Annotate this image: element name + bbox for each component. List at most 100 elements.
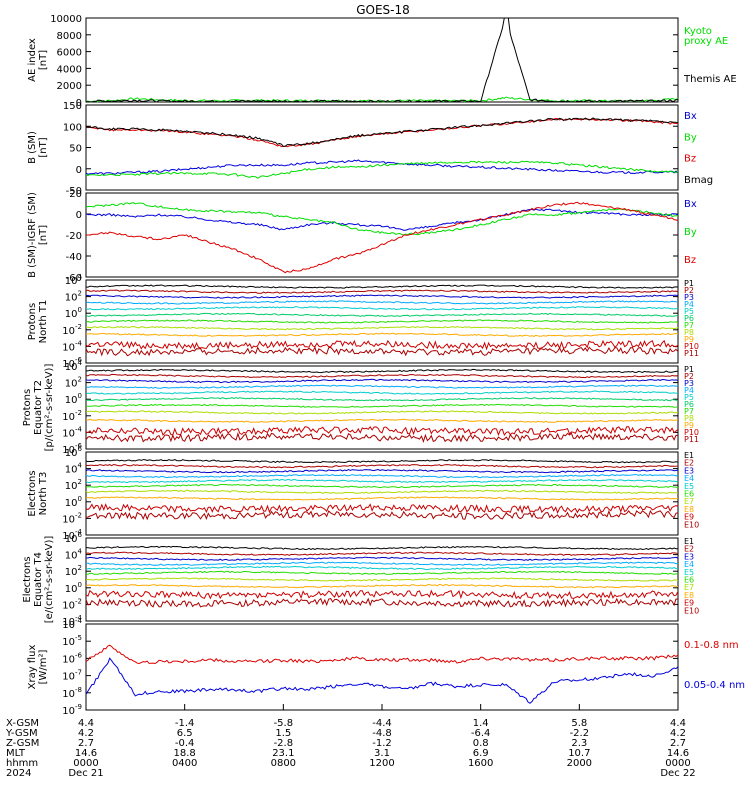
y-tick-label-bigrf: -20 (66, 231, 82, 242)
series-line-pn-p8 (85, 326, 679, 331)
y-tick-label-pn: 10-2 (62, 323, 82, 337)
series-line-ee-e7 (85, 577, 679, 582)
series-line-ee-e1 (85, 545, 678, 551)
series-line-pe-p9 (85, 418, 679, 423)
y-axis-label-en: North T3 (38, 472, 49, 516)
legend-label-pn: P10 (684, 342, 699, 351)
footer-value: 3.1 (374, 748, 390, 759)
series-line-pe-p4 (86, 384, 679, 389)
legend-label-ee: E1 (684, 537, 694, 546)
series-line-pe-p6 (85, 397, 678, 402)
y-axis-label-bsm: B (SM) (27, 131, 38, 164)
legend-label-pe: P3 (684, 379, 694, 388)
legend-label-pe: P4 (684, 386, 694, 395)
footer-value: 23.1 (272, 748, 294, 759)
y-tick-label-ee: 106 (65, 531, 83, 545)
y-axis-label-xray: Xray flux (27, 645, 38, 690)
series-line-pe-p3 (85, 378, 679, 384)
legend-label-bsm: Bmag (684, 175, 713, 186)
series-line-bigrf-bz (86, 201, 679, 274)
legend-label-ee: E6 (684, 576, 694, 585)
footer-value: 2.3 (571, 738, 587, 749)
y-axis-label-pe: [p/(cm²-s-sr-keV)] (44, 364, 55, 452)
legend-label-bsm: Bz (684, 154, 696, 165)
series-line-pn-p7 (85, 319, 679, 324)
y-tick-label-bigrf: -40 (66, 252, 82, 263)
footer-value: 18.8 (174, 748, 196, 759)
y-axis-label-pn: Protons (27, 303, 38, 340)
legend-label-pn: P7 (684, 321, 694, 330)
legend-label-en: E4 (684, 474, 694, 483)
legend-label-pe: P8 (684, 414, 694, 423)
series-line-pn-p2 (85, 289, 679, 294)
footer-value: -2.2 (570, 728, 590, 739)
footer-value: 1200 (369, 758, 394, 769)
legend-label-pe: P2 (684, 372, 694, 381)
footer-row-label: 2024 (6, 768, 31, 779)
footer-value: 6.5 (177, 728, 193, 739)
y-tick-label-ee: 102 (65, 564, 82, 578)
footer-value: 0000 (665, 758, 690, 769)
legend-label-ee: E7 (684, 583, 694, 592)
y-tick-label-bsm: 100 (63, 122, 82, 133)
y-tick-label-ee: 100 (65, 581, 82, 595)
chart-title: GOES-18 (356, 3, 410, 17)
legend-label-pe: P5 (684, 393, 694, 402)
footer-value: Dec 22 (660, 768, 695, 779)
legend-label-pn: P4 (684, 300, 694, 309)
series-line-pe-p11 (85, 432, 679, 444)
y-tick-label-pe: 10-4 (62, 425, 82, 439)
series-line-pn-p4 (85, 300, 679, 305)
y-tick-label-pn: 10-4 (62, 339, 82, 353)
series-line-pn-p5 (85, 306, 679, 311)
series-line-pn-p6 (85, 312, 679, 317)
series-line-en-e10 (85, 509, 679, 521)
series-line-en-e8 (85, 496, 679, 501)
series-line-pe-p2 (85, 373, 679, 379)
y-tick-label-bsm: 50 (69, 144, 82, 155)
legend-label-pn: P11 (684, 349, 699, 358)
series-line-en-e1 (85, 459, 679, 464)
y-tick-label-en: 106 (65, 445, 83, 459)
footer-value: -1.2 (372, 738, 392, 749)
legend-label-ee: E4 (684, 560, 694, 569)
footer-value: -5.8 (274, 718, 294, 729)
series-line-xray-0-05-0-4-nm (85, 657, 679, 704)
series-line-ae-themis-ae (85, 17, 679, 103)
series-line-pn-p3 (85, 294, 679, 299)
y-axis-label-pn: North T1 (38, 300, 49, 344)
y-tick-label-pn: 102 (65, 290, 82, 304)
y-tick-label-xray: 10-8 (62, 686, 82, 700)
footer-value: 1.5 (275, 728, 291, 739)
legend-label-ee: E5 (684, 568, 694, 577)
legend-label-ae: Kyoto (684, 26, 712, 37)
y-axis-label-ae: [nT] (38, 50, 49, 70)
y-tick-label-bsm: -50 (66, 186, 82, 197)
y-tick-label-en: 100 (65, 495, 82, 509)
footer-row-label: Z-GSM (6, 738, 39, 749)
legend-label-pn: P6 (684, 314, 694, 323)
legend-label-pn: P1 (684, 279, 694, 288)
footer-value: 2000 (567, 758, 592, 769)
series-line-ee-e9 (85, 589, 679, 600)
legend-label-bsm: Bx (684, 111, 697, 122)
y-tick-label-ee: 104 (65, 548, 83, 562)
legend-label-pe: P9 (684, 421, 694, 430)
series-line-ee-e5 (85, 565, 679, 571)
series-line-pe-p10 (85, 426, 679, 437)
legend-label-pn: P3 (684, 293, 694, 302)
y-tick-label-bigrf: 20 (69, 189, 82, 200)
series-line-ee-e4 (86, 561, 679, 566)
y-tick-label-pe: 10-6 (62, 442, 82, 456)
footer-value: 10.7 (568, 748, 590, 759)
y-axis-label-ee: [e/(cm²-s-sr-keV)] (44, 536, 55, 624)
series-line-pe-p1 (85, 368, 679, 374)
footer-value: 2.7 (78, 738, 94, 749)
y-tick-label-pe: 104 (65, 359, 83, 373)
y-tick-label-en: 102 (65, 478, 82, 492)
legend-label-en: E10 (684, 520, 699, 529)
y-tick-label-ae: 6000 (57, 48, 82, 59)
legend-label-en: E6 (684, 490, 694, 499)
y-tick-label-ee: 10-4 (62, 614, 82, 628)
